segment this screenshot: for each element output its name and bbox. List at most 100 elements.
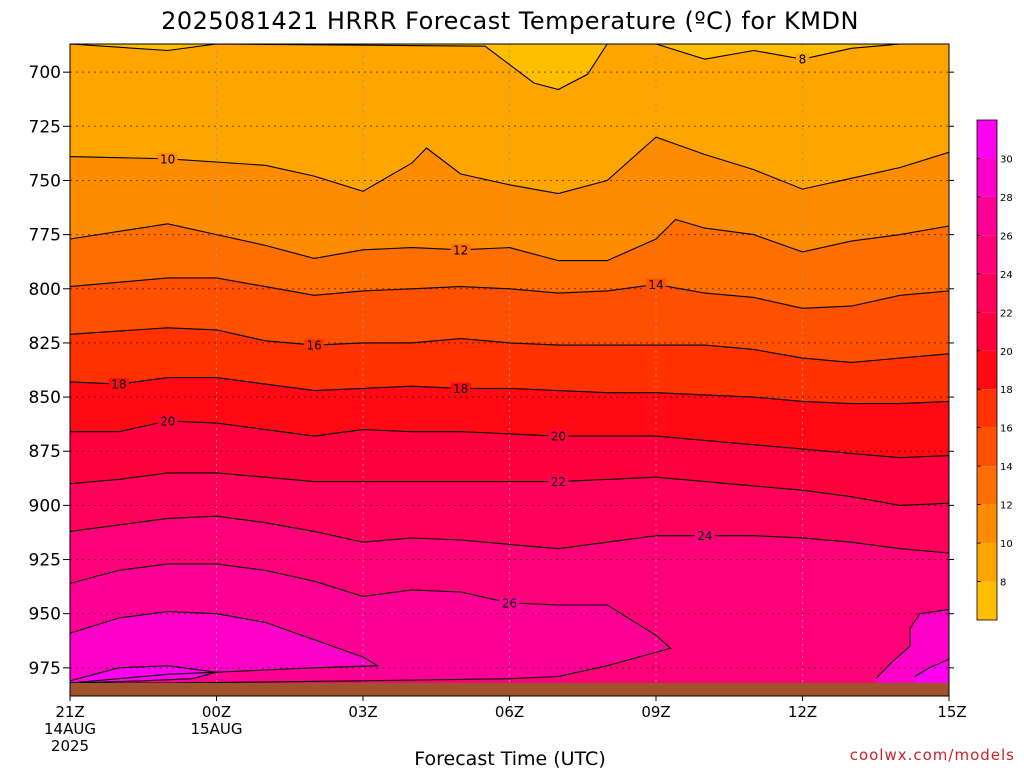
band-fill-30 [70,665,217,683]
x-tick-label-00Z: 00Z [202,703,231,721]
y-tick-label-775: 775 [29,226,61,246]
colorbar-tick-label-12: 12 [1000,501,1013,512]
colorbar-swatch-24 [977,235,997,274]
band-fill-28 [70,611,378,683]
x-tick-label-21Z: 21Z [55,703,84,721]
colorbar-tick-label-18: 18 [1000,385,1013,396]
temperature-fills [70,44,949,696]
y-tick-label-950: 950 [29,605,61,625]
contour-label-bg-10 [157,152,178,165]
colorbar-swatch-20 [977,312,997,351]
contour-28 [70,610,380,684]
y-tick-label-850: 850 [29,388,61,408]
y-tick-label-900: 900 [29,496,61,516]
contour-label-bg-22 [548,475,569,488]
contour-16 [70,327,949,363]
credit-text: coolwx.com/models [850,746,1015,764]
colorbar-tick-label-22: 22 [1000,308,1013,319]
contour-label-bg-20 [548,430,569,443]
contour-label-12: 12 [453,243,468,257]
colorbar-tick-label-30: 30 [1000,154,1013,165]
colorbar-tick-label-16: 16 [1000,424,1013,435]
contour-label-bg-14 [646,278,666,291]
colorbar-swatch-16 [977,389,997,428]
y-tick-label-700: 700 [29,63,61,83]
contour-24 [70,515,949,554]
contour-label-bg-12 [450,243,471,256]
contour-label-18: 18 [453,382,468,396]
y-tick-label-925: 925 [29,551,61,571]
contour-30 [914,658,949,677]
colorbar: 8 10 12 14 16 18 20 22 24 26 28 30 [976,119,1013,621]
colorbar-frame [976,119,998,621]
contour-label-bg-16 [304,339,325,352]
contour-lines [70,44,949,684]
contour-label-bg-18 [450,382,471,395]
contour-label-bg-18 [108,378,129,391]
contour-28 [875,608,949,680]
x-tick-label-03Z: 03Z [348,703,377,721]
y-tick-label-750: 750 [29,171,61,191]
contour-label-bg-26 [499,596,520,609]
contour-labels: 8 10 12 14 16 18 18 20 20 22 24 26 [108,53,809,610]
contour-label-8: 8 [799,53,807,67]
ground-layer [70,683,949,696]
x-tick-label-09Z: 09Z [641,703,670,721]
y-tick-label-975: 975 [29,659,61,679]
contour-label-18: 18 [111,378,126,392]
contour-label-bg-24 [694,529,715,542]
contour-10 [70,136,949,195]
x-tick-label-06Z: 06Z [495,703,524,721]
contour-label-16: 16 [307,339,322,353]
x-tick-label-15AUG: 15AUG [191,720,243,738]
contour-label-14: 14 [648,278,663,292]
colorbar-tick-label-14: 14 [1000,462,1013,473]
plot-area: 8 10 12 14 16 18 18 20 20 22 24 26 [70,44,949,696]
colorbar-tick-label-8: 8 [1000,578,1006,589]
colorbar-swatch-10 [977,504,997,544]
x-tick-label-14AUG: 14AUG [44,720,96,738]
colorbar-tick-label-28: 28 [1000,193,1013,204]
contour-label-20: 20 [160,414,175,428]
colorbar-swatch-30 [977,120,997,159]
colorbar-swatch-22 [977,273,997,313]
colorbar-swatch-28 [977,158,997,197]
chart-title: 2025081421 HRRR Forecast Temperature (ºC… [161,7,859,35]
contour-label-26: 26 [502,596,517,610]
colorbar-tick-label-10: 10 [1000,539,1013,550]
x-tick-label-12Z: 12Z [788,703,817,721]
colorbar-swatch-6 [977,581,997,620]
y-tick-label-825: 825 [29,334,61,354]
x-tick-label-15Z: 15Z [937,703,966,721]
ground-fill [70,683,949,696]
x-tick-label-2025: 2025 [51,737,89,755]
colorbar-tick-label-20: 20 [1000,347,1013,358]
contour-label-24: 24 [697,529,712,543]
colorbar-swatch-12 [977,466,997,505]
contour-20 [70,420,949,459]
colorbar-swatch-18 [977,350,997,390]
contour-22 [70,472,949,506]
contour-18 [70,377,949,405]
contour-26 [70,563,672,684]
contour-label-22: 22 [551,475,566,489]
contour-label-bg-20 [157,414,178,427]
colorbar-swatch-26 [977,196,997,236]
contour-label-10: 10 [160,152,175,166]
colorbar-tick-label-24: 24 [1000,270,1013,281]
contour-30 [70,665,217,684]
contour-label-20: 20 [551,430,566,444]
y-tick-label-800: 800 [29,280,61,300]
y-tick-label-875: 875 [29,442,61,462]
colorbar-tick-label-26: 26 [1000,231,1013,242]
contour-14 [70,277,949,309]
colorbar-swatch-14 [977,427,997,467]
x-axis-label: Forecast Time (UTC) [414,748,605,768]
contour-12 [70,218,949,262]
contour-label-bg-8 [796,53,809,66]
grid-lines [70,44,949,696]
y-tick-label-725: 725 [29,117,61,137]
y-axis: 700 725 750 775 800 825 850 875 900 925 950 975 [29,63,954,679]
